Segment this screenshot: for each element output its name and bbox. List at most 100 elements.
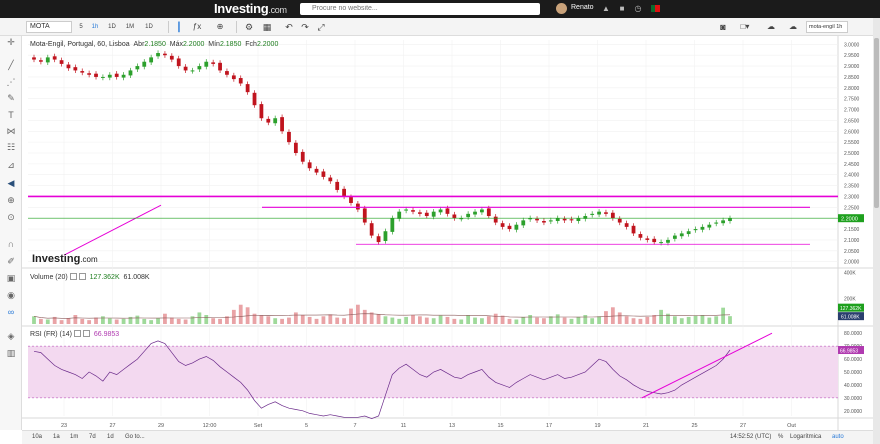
- indicators-icon[interactable]: ƒx: [192, 22, 202, 31]
- interval-1m-button[interactable]: 1M: [125, 24, 135, 30]
- layers-icon[interactable]: ◈: [7, 331, 15, 341]
- settings-gear-icon[interactable]: ⚙: [244, 22, 254, 32]
- trendline-tool-icon[interactable]: ╱: [8, 60, 14, 70]
- volume-bar: [507, 318, 512, 324]
- candle-body: [252, 92, 257, 106]
- symbol-input[interactable]: MOTA: [26, 21, 72, 33]
- cloud-save-icon[interactable]: ☁: [767, 22, 775, 31]
- time-tick-label: 11: [401, 423, 407, 429]
- portugal-flag-icon[interactable]: [651, 5, 660, 12]
- rsi-close-icon[interactable]: [83, 330, 90, 337]
- briefcase-icon[interactable]: ■: [619, 4, 625, 13]
- link-icon[interactable]: ∞: [7, 307, 15, 317]
- candle-body: [535, 218, 539, 221]
- interval-dropdown[interactable]: 1D: [145, 24, 153, 30]
- candle-body: [624, 223, 629, 227]
- zoom-icon[interactable]: ⊙: [7, 212, 15, 222]
- undo-icon[interactable]: ↶: [285, 22, 293, 32]
- volume-bar: [225, 316, 229, 324]
- site-logo[interactable]: Investing.com: [214, 1, 287, 16]
- volume-bar: [218, 318, 222, 324]
- candle-body: [314, 168, 319, 173]
- lock-icon[interactable]: ▣: [6, 273, 16, 283]
- notifications-icon[interactable]: ▲: [602, 4, 610, 13]
- redo-icon[interactable]: ↷: [301, 22, 309, 32]
- ruler-icon[interactable]: ⊿: [7, 160, 15, 170]
- fib-tool-icon[interactable]: ⋰: [6, 77, 16, 87]
- candle-body: [404, 209, 409, 211]
- volume-bar: [604, 311, 608, 324]
- candle-body: [583, 216, 588, 219]
- candle-body: [686, 231, 691, 235]
- percent-toggle[interactable]: %: [778, 434, 784, 440]
- page-scrollbar[interactable]: [873, 18, 880, 444]
- rsi-tick-label: 40.0000: [844, 383, 862, 389]
- candle-body: [273, 118, 278, 124]
- camera-icon[interactable]: ◙: [720, 22, 726, 32]
- scrollbar-thumb[interactable]: [874, 38, 879, 208]
- candle-body: [507, 225, 512, 230]
- volume-bar: [597, 316, 601, 324]
- trendline-icon[interactable]: [5, 40, 17, 52]
- volume-bar: [369, 312, 374, 324]
- price-tick-label: 2.1500: [844, 227, 860, 233]
- templates-icon[interactable]: ▦: [262, 22, 272, 32]
- log-scale-toggle[interactable]: Logarítmica: [790, 434, 822, 440]
- brush-icon[interactable]: ✎: [7, 93, 15, 103]
- range-10y-button[interactable]: 10a: [32, 434, 43, 440]
- high-label: Máx: [169, 41, 183, 48]
- pencil-lock-icon[interactable]: ✐: [7, 256, 15, 266]
- current-price-label: 2.2000: [841, 217, 858, 223]
- saved-chart-select[interactable]: mota-engil 1h: [806, 21, 848, 33]
- layout-select[interactable]: □▾: [740, 22, 750, 31]
- trash-icon[interactable]: ▥: [6, 348, 16, 358]
- interval-1d-button[interactable]: 1D: [108, 24, 116, 30]
- volume-settings-icon[interactable]: [69, 273, 77, 280]
- projection-tool-icon[interactable]: ☷: [6, 142, 16, 152]
- candle-type-icon[interactable]: ┃: [176, 22, 182, 32]
- eye-icon[interactable]: ◉: [7, 290, 15, 300]
- username[interactable]: Renato: [571, 4, 594, 11]
- volume-bar: [293, 312, 298, 324]
- user-avatar[interactable]: [556, 3, 567, 14]
- range-7d-button[interactable]: 7d: [89, 434, 96, 440]
- interval-5-button[interactable]: 5: [79, 24, 83, 30]
- chart-area[interactable]: 3.0000 2.9500 2.9000 2.8500 2.8000 2.7500 2.70…: [22, 36, 873, 430]
- candle-body: [493, 216, 498, 223]
- range-1y-button[interactable]: 1a: [53, 434, 60, 440]
- arrow-left-icon[interactable]: ◀: [7, 178, 15, 188]
- volume-close-icon[interactable]: [78, 273, 86, 280]
- auto-scale-toggle[interactable]: auto: [832, 434, 844, 440]
- crosshair-icon[interactable]: ✛: [7, 37, 15, 47]
- fullscreen-icon[interactable]: ⤢: [317, 22, 325, 32]
- volume-bar: [411, 315, 415, 324]
- candle-body: [114, 73, 119, 77]
- magnet-icon[interactable]: ∩: [7, 239, 15, 249]
- volume-bar: [87, 320, 92, 324]
- volume-bar: [197, 312, 202, 324]
- volume-tick-label: 400K: [844, 271, 856, 277]
- close-value: 2.2000: [256, 41, 279, 48]
- rsi-settings-icon[interactable]: [74, 330, 81, 337]
- back-arrow-icon[interactable]: [5, 145, 17, 157]
- volume-bar: [686, 316, 691, 324]
- price-tick-label: 2.6500: [844, 118, 860, 124]
- pattern-tool-icon[interactable]: ⋈: [6, 126, 16, 136]
- range-1d-button[interactable]: 1d: [107, 434, 114, 440]
- volume-bar: [631, 318, 636, 324]
- volume-tick-label: 200K: [844, 296, 856, 302]
- range-1m-button[interactable]: 1m: [70, 434, 79, 440]
- compare-icon[interactable]: ⊕: [216, 22, 224, 31]
- volume-bar: [45, 319, 50, 324]
- volume-bar: [548, 316, 553, 324]
- cloud-load-icon[interactable]: ☁: [789, 22, 797, 31]
- text-tool-icon[interactable]: T: [8, 110, 14, 120]
- clock-icon[interactable]: ◷: [634, 4, 642, 13]
- interval-1h-button[interactable]: 1h: [91, 24, 99, 30]
- volume-bar: [514, 319, 519, 324]
- go-to-button[interactable]: Go to...: [125, 434, 145, 440]
- volume-bar: [355, 304, 360, 324]
- volume-value-2: 61.008K: [123, 274, 150, 281]
- site-search-input[interactable]: [300, 3, 540, 15]
- measure-icon[interactable]: ⊕: [7, 195, 15, 205]
